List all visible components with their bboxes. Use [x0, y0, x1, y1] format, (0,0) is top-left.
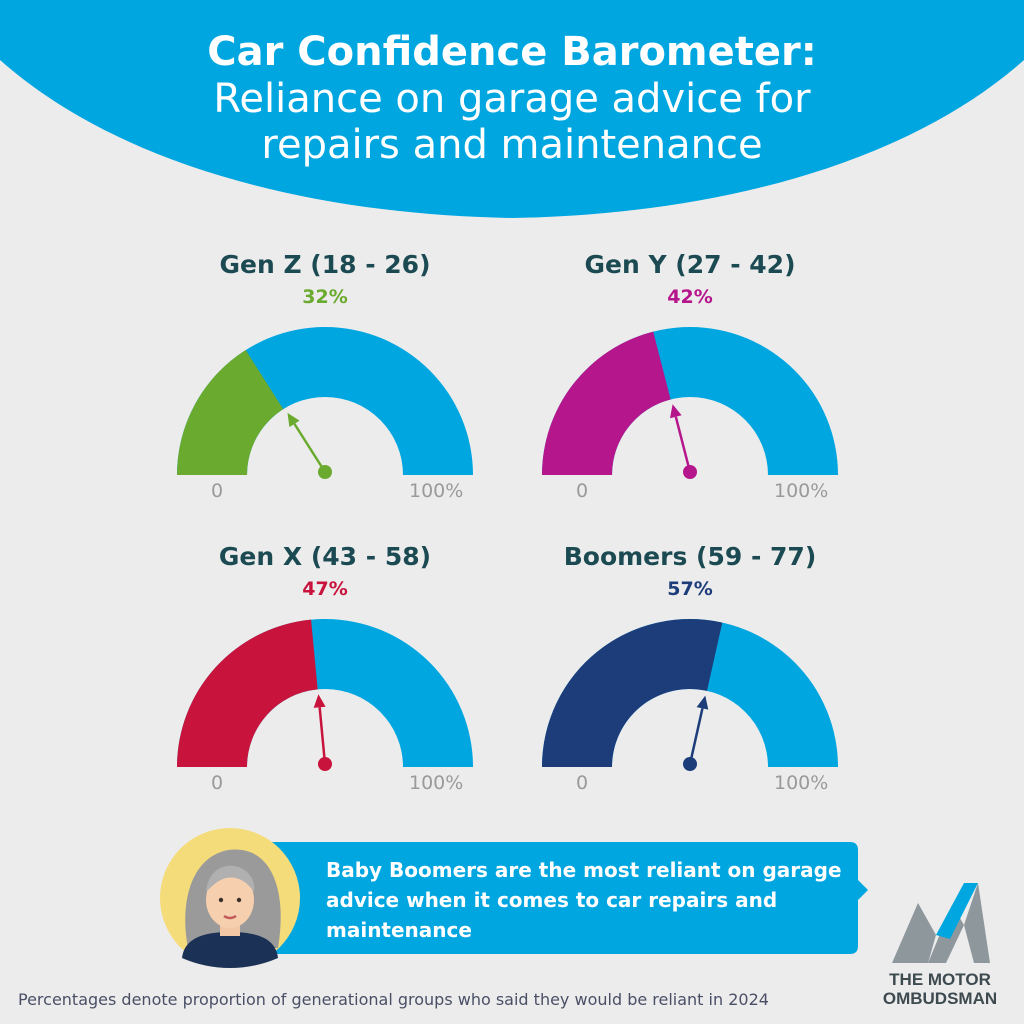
gauge-needle-pivot: [318, 465, 332, 479]
logo-wordmark: THE MOTOR OMBUDSMAN: [880, 970, 1000, 1008]
gauge-value-label: 47%: [302, 578, 348, 600]
gauge-title: Gen Y (27 - 42): [584, 250, 796, 279]
gauge-fill: [542, 331, 671, 475]
gauge-value-label: 32%: [302, 286, 348, 308]
callout-box: [160, 828, 870, 968]
gauge-needle-head: [313, 694, 326, 708]
gauge-fill: [177, 619, 318, 767]
gauge-gen-z: Gen Z (18 - 26) 32% 0 100%: [165, 250, 485, 510]
gauge-value-label: 57%: [667, 578, 713, 600]
gauge-gen-y: Gen Y (27 - 42) 42% 0 100%: [530, 250, 850, 510]
title-line-1: Car Confidence Barometer:: [207, 29, 817, 75]
gauge-needle: [318, 707, 327, 765]
gauge-needle: [674, 416, 692, 473]
gauge-max-label: 100%: [774, 772, 829, 794]
gauge-dial: [542, 327, 838, 479]
gauge-needle-pivot: [683, 757, 697, 771]
avatar: [182, 849, 281, 968]
gauge-needle-head: [696, 695, 709, 710]
gauge-min-label: 0: [576, 480, 589, 502]
gauge-title: Boomers (59 - 77): [563, 542, 817, 571]
header-banner: Car Confidence Barometer: Reliance on ga…: [0, 0, 1024, 230]
callout-text: Baby Boomers are the most reliant on gar…: [326, 858, 842, 942]
gauge-gen-x: Gen X (43 - 58) 47% 0 100%: [165, 542, 485, 802]
gauge-min-label: 0: [211, 772, 224, 794]
title-line-3: repairs and maintenance: [261, 122, 763, 168]
gauge-needle-head: [287, 412, 300, 428]
gauge-min-label: 0: [211, 480, 224, 502]
title-line-2: Reliance on garage advice for: [213, 76, 811, 122]
gauge-boomers: Boomers (59 - 77) 57% 0 100%: [530, 542, 850, 802]
gauge-fill: [542, 619, 723, 767]
gauge-dial: [177, 619, 473, 771]
gauge-needle-head: [670, 404, 682, 419]
gauge-dial: [177, 327, 473, 479]
logo-mark: [892, 883, 990, 963]
gauge-fill: [177, 350, 284, 475]
gauge-dial: [542, 619, 838, 771]
logo-line-1: THE MOTOR: [889, 970, 991, 989]
footnote: Percentages denote proportion of generat…: [18, 990, 769, 1009]
gauge-min-label: 0: [576, 772, 589, 794]
page-title: Car Confidence Barometer: Reliance on ga…: [0, 28, 1024, 168]
callout-bubble: [160, 828, 868, 968]
gauge-max-label: 100%: [409, 480, 464, 502]
gauge-needle: [293, 423, 327, 473]
gauge-needle: [688, 708, 704, 765]
gauge-max-label: 100%: [774, 480, 829, 502]
gauge-max-label: 100%: [409, 772, 464, 794]
gauge-value-label: 42%: [667, 286, 713, 308]
gauge-needle-pivot: [318, 757, 332, 771]
gauge-title: Gen X (43 - 58): [218, 542, 432, 571]
logo-line-2: OMBUDSMAN: [882, 989, 998, 1008]
motor-ombudsman-logo: [880, 875, 1010, 1015]
header-arc: [0, 0, 1024, 218]
gauge-needle-pivot: [683, 465, 697, 479]
gauge-title: Gen Z (18 - 26): [219, 250, 431, 279]
